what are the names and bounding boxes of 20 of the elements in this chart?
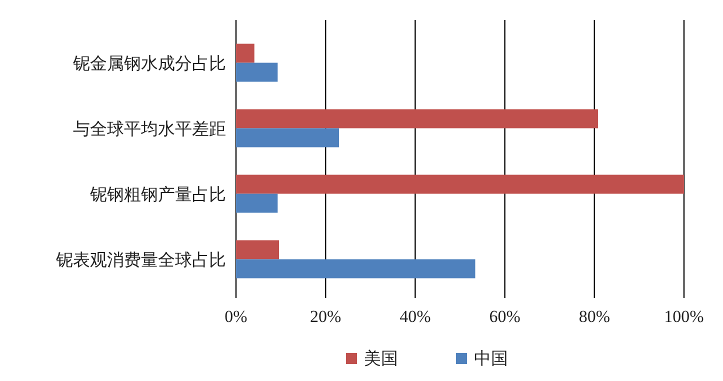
x-tick-label: 40% bbox=[400, 307, 431, 326]
bar bbox=[236, 128, 340, 148]
bar bbox=[236, 240, 280, 260]
bar bbox=[236, 174, 684, 194]
bar bbox=[236, 259, 476, 278]
x-tick-label: 60% bbox=[489, 307, 520, 326]
y-tick-label: 与全球平均水平差距 bbox=[73, 119, 226, 138]
bar bbox=[236, 44, 254, 63]
legend-label: 美国 bbox=[364, 349, 398, 368]
bar bbox=[236, 62, 278, 82]
x-tick-label: 20% bbox=[310, 307, 342, 326]
y-tick-label: 铌金属钢水成分占比 bbox=[72, 54, 226, 73]
legend-label: 中国 bbox=[474, 349, 508, 368]
y-tick-label: 铌表观消费量全球占比 bbox=[55, 250, 226, 270]
x-tick-label: 100% bbox=[664, 307, 704, 326]
x-tick-label: 0% bbox=[224, 307, 248, 326]
bar bbox=[236, 194, 278, 213]
bar bbox=[236, 109, 598, 128]
x-tick-label: 80% bbox=[578, 307, 610, 326]
y-tick-label: 铌钢粗钢产量占比 bbox=[89, 184, 226, 204]
